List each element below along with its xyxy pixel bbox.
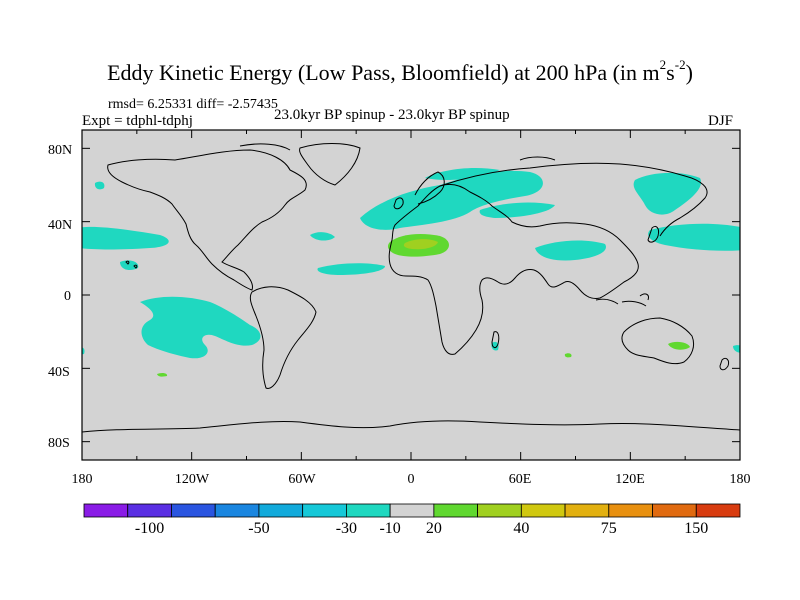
lon-label-60e: 60E	[508, 472, 532, 487]
coast-new-zealand	[719, 357, 729, 371]
colorbar-swatch	[214, 503, 260, 518]
lon-label-120w: 120W	[174, 472, 210, 487]
coast-australia	[621, 317, 695, 365]
colorbar-label: -10	[379, 520, 401, 537]
cyan-region-gulf	[310, 232, 335, 241]
coast-eurasia-africa	[388, 183, 639, 355]
cyan-region-west-edge	[82, 347, 85, 355]
cyan-region-east-europe	[479, 202, 555, 218]
cyan-region-east-pacific	[120, 260, 139, 270]
axis-ticks	[81, 130, 741, 460]
coast-south-america	[249, 286, 317, 389]
lon-label-180e: 180	[729, 472, 751, 487]
colorbar-label: 40	[513, 520, 530, 537]
season-label: DJF	[708, 113, 734, 129]
lat-label-40s: 40S	[48, 365, 70, 380]
lat-label-80s: 80S	[48, 436, 70, 451]
cyan-region-east-edge	[733, 345, 740, 353]
colorbar-swatch	[520, 503, 566, 518]
colorbar-label: 75	[600, 520, 617, 537]
colorbar-swatch	[258, 503, 304, 518]
green-region-south-pacific	[157, 372, 168, 377]
colorbar-label: 150	[684, 520, 709, 537]
cyan-region-asia	[535, 240, 606, 261]
colorbar-label: 20	[425, 520, 442, 537]
cyan-region-pacific-west	[82, 226, 169, 250]
coast-scandinavia	[414, 171, 445, 205]
colorbar-swatch	[477, 503, 522, 518]
coast-north-america	[107, 149, 307, 291]
lat-label-40n: 40N	[48, 218, 73, 233]
cyan-region-north-pacific	[633, 172, 701, 215]
experiment-label: Expt = tdphl-tdphj	[82, 113, 193, 129]
colorbar-swatch	[171, 503, 216, 518]
coastlines	[82, 143, 740, 433]
coast-hawaii	[125, 260, 138, 269]
stats-label: rmsd= 6.25331 diff= -2.57435	[108, 97, 278, 112]
colorbar-swatch	[345, 503, 391, 518]
coast-siberia	[439, 162, 708, 237]
coast-arctic-islands	[239, 143, 556, 161]
lat-label-0: 0	[64, 289, 71, 304]
colorbar-swatch	[695, 503, 741, 518]
colorbar-swatch	[652, 503, 697, 518]
coast-antarctica	[82, 420, 740, 433]
green-region-australia	[668, 341, 690, 350]
cyan-region-madagascar	[491, 341, 499, 351]
subtitle: 23.0kyr BP spinup - 23.0kyr BP spinup	[274, 107, 510, 123]
cyan-region-scandinavia	[425, 167, 500, 181]
cyan-region-south-pacific	[140, 296, 261, 359]
cyan-region-north-pacific-small	[94, 181, 105, 190]
coast-japan	[647, 225, 659, 243]
colorbar-label: -30	[335, 520, 358, 537]
lat-label-80n: 80N	[48, 143, 73, 158]
lon-label-0: 0	[407, 472, 415, 487]
colorbar-label: -50	[248, 520, 270, 537]
coast-greenland	[299, 143, 361, 186]
colorbar-swatch	[564, 503, 610, 518]
plot-title: Eddy Kinetic Energy (Low Pass, Bloomfiel…	[107, 57, 693, 85]
colorbar-swatch	[433, 503, 479, 518]
colorbar-swatch	[83, 503, 129, 518]
cyan-region-pacific-east	[648, 223, 740, 251]
coast-uk	[393, 197, 404, 210]
lon-label-60w: 60W	[288, 472, 316, 487]
green-region-indian-ocean	[564, 353, 572, 358]
colorbar-swatch	[608, 503, 653, 518]
colorbar-label: -100	[134, 520, 165, 537]
colorbar-swatch	[389, 503, 435, 518]
coast-indonesia	[595, 293, 649, 307]
colorbar-swatch	[302, 503, 347, 518]
lon-label-180w: 180	[71, 472, 93, 487]
yellowgreen-region-north-africa	[403, 239, 438, 250]
map-background	[82, 130, 740, 460]
colorbar-swatch	[127, 503, 172, 518]
cyan-region-atlantic	[317, 263, 385, 275]
coast-madagascar	[491, 331, 500, 349]
lon-label-120e: 120E	[615, 472, 645, 487]
colorbar	[83, 503, 741, 518]
